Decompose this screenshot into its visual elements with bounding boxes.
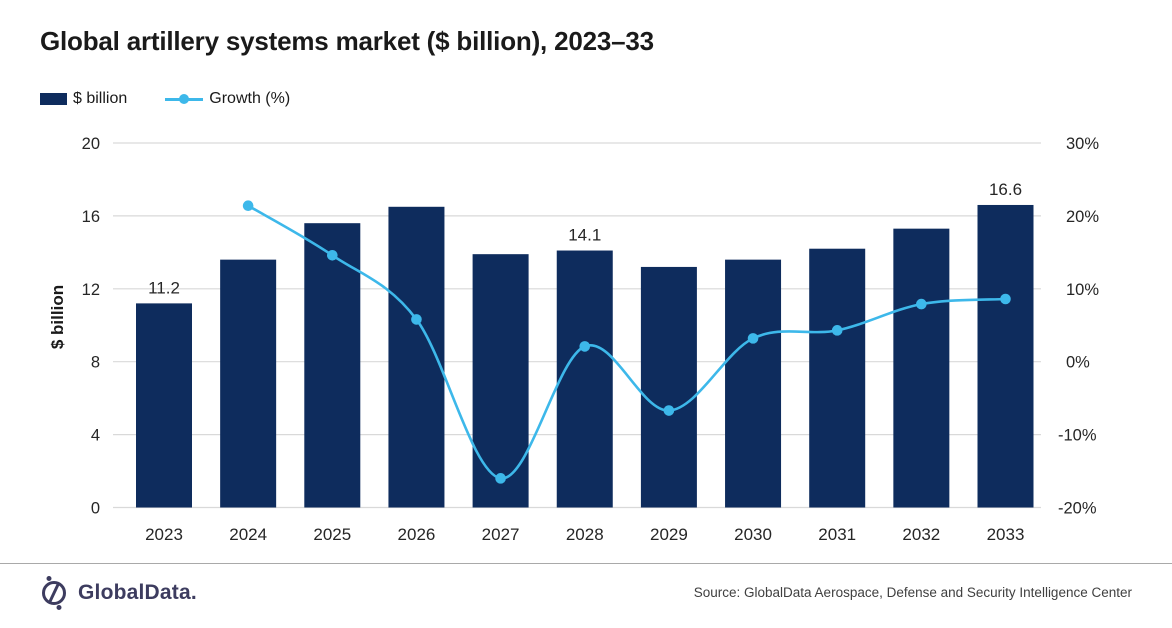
bar-value-label-2028: 14.1 (568, 226, 601, 245)
bar-2030 (725, 259, 782, 508)
line-series-marker-icon (165, 93, 204, 105)
legend: $ billion Growth (%) (40, 90, 290, 108)
left-axis-tick: 4 (91, 427, 100, 445)
bar-2031 (809, 248, 866, 508)
left-axis-tick: 16 (82, 208, 100, 226)
legend-bar-label: $ billion (73, 90, 128, 107)
legend-item-bar-series: $ billion (40, 90, 127, 108)
growth-marker-2026 (411, 314, 422, 325)
x-axis-label-2031: 2031 (818, 525, 856, 544)
source-text: Source: GlobalData Aerospace, Defense an… (693, 585, 1132, 600)
left-axis-tick: 0 (91, 500, 100, 518)
growth-marker-2027 (495, 473, 506, 484)
right-axis-tick: 0% (1066, 354, 1090, 372)
growth-marker-2029 (663, 405, 675, 416)
bar-2033 (977, 204, 1034, 508)
growth-marker-2024 (242, 200, 254, 211)
x-axis-label-2026: 2026 (398, 525, 436, 544)
x-axis-label-2023: 2023 (145, 525, 183, 544)
bar-2023 (136, 303, 192, 508)
x-axis-label-2024: 2024 (229, 525, 267, 544)
right-axis-tick: 10% (1066, 281, 1099, 299)
x-axis-label-2027: 2027 (482, 525, 520, 544)
growth-marker-2030 (747, 333, 759, 344)
bar-2026 (388, 206, 445, 508)
footer-divider (0, 563, 1172, 564)
right-axis-tick: -20% (1058, 500, 1097, 518)
bar-series-swatch-icon (40, 93, 67, 105)
growth-marker-2025 (327, 249, 338, 261)
globaldata-logo-icon (42, 576, 66, 610)
growth-marker-2033 (1000, 293, 1011, 305)
x-axis-label-2033: 2033 (987, 525, 1025, 544)
right-axis-tick: 30% (1066, 135, 1099, 153)
globaldata-logo-text: GlobalData. (78, 581, 197, 604)
right-axis-tick: 20% (1066, 208, 1099, 226)
growth-marker-2028 (579, 341, 591, 352)
bar-value-label-2033: 16.6 (989, 180, 1022, 199)
x-axis-label-2029: 2029 (650, 525, 688, 544)
growth-line (246, 204, 1007, 480)
bar-2029 (640, 266, 697, 508)
bar-2032 (893, 228, 950, 508)
globaldata-logo: GlobalData. (38, 575, 197, 611)
legend-item-line-series: Growth (%) (165, 90, 290, 108)
growth-marker-2031 (831, 325, 843, 336)
bar-2028 (556, 250, 613, 508)
x-axis-label-2032: 2032 (902, 525, 940, 544)
left-axis-tick: 20 (82, 135, 100, 153)
bar-2027 (472, 254, 529, 508)
x-axis-label-2030: 2030 (734, 525, 772, 544)
legend-line-label: Growth (%) (209, 90, 291, 107)
left-axis-tick: 12 (82, 281, 100, 299)
left-axis-tick: 8 (91, 354, 100, 372)
growth-marker-2032 (916, 298, 927, 310)
bar-2025 (304, 223, 361, 508)
x-axis-label-2028: 2028 (566, 525, 604, 544)
x-axis-label-2025: 2025 (313, 525, 351, 544)
bar-value-label-2023: 11.2 (148, 278, 180, 297)
chart-title: Global artillery systems market ($ billi… (40, 26, 654, 56)
line-series-dot (179, 94, 190, 104)
right-axis-tick: -10% (1058, 427, 1097, 445)
bar-2024 (220, 259, 277, 508)
